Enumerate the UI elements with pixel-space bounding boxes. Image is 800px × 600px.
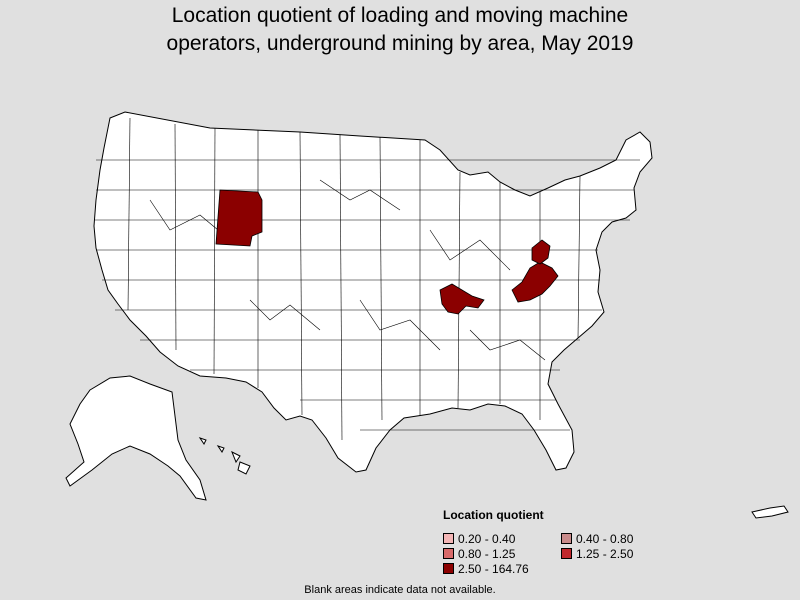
legend-title: Location quotient (443, 508, 544, 522)
legend-label: 2.50 - 164.76 (458, 561, 529, 576)
puerto-rico (751, 505, 789, 519)
area-southwest-wyoming (215, 189, 263, 247)
map-title: Location quotient of loading and moving … (0, 2, 800, 58)
legend-item: 0.80 - 1.25 (443, 546, 561, 561)
map-title-line1: Location quotient of loading and moving … (171, 4, 629, 27)
legend-item: 0.20 - 0.40 (443, 531, 561, 546)
legend: Location quotient 0.20 - 0.40 0.40 - 0.8… (443, 508, 683, 576)
legend-label: 0.40 - 0.80 (576, 531, 634, 546)
area-eastern-kentucky-west-virginia (511, 261, 559, 303)
alaska (65, 375, 207, 501)
legend-swatch (561, 548, 572, 559)
legend-item: 0.40 - 0.80 (561, 531, 679, 546)
legend-swatch (443, 563, 454, 574)
map-title-line2: operators, underground mining by area, M… (166, 32, 634, 55)
legend-grid: 0.20 - 0.40 0.40 - 0.80 0.80 - 1.25 1.25… (443, 531, 683, 576)
legend-swatch (561, 533, 572, 544)
area-western-kentucky (439, 283, 485, 315)
legend-item: 1.25 - 2.50 (561, 546, 679, 561)
contiguous-us (93, 111, 653, 473)
footnote: Blank areas indicate data not available. (304, 584, 496, 596)
legend-label: 1.25 - 2.50 (576, 546, 634, 561)
legend-swatch (443, 533, 454, 544)
highlighted-areas (215, 189, 559, 315)
legend-swatch (443, 548, 454, 559)
hawaii (198, 437, 251, 475)
legend-label: 0.80 - 1.25 (458, 546, 516, 561)
area-southwest-pennsylvania (531, 239, 551, 265)
legend-label: 0.20 - 0.40 (458, 531, 516, 546)
legend-item: 2.50 - 164.76 (443, 561, 561, 576)
area-borders (95, 117, 640, 441)
